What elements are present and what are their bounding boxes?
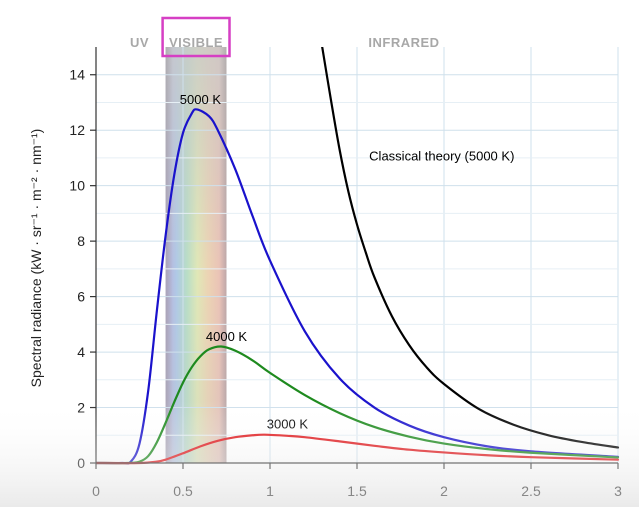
spectrum-band-edges — [165, 47, 227, 463]
region-labels: UV VISIBLE INFRARED — [130, 16, 439, 58]
annotation-4000-k: 4000 K — [206, 329, 248, 344]
annotation-5000-k: 5000 K — [180, 92, 222, 107]
y-tick-label-2: 4 — [77, 344, 85, 360]
visible-spectrum-band — [165, 47, 227, 463]
y-tick-label-6: 12 — [69, 122, 85, 138]
bottom-shading — [0, 400, 639, 507]
y-axis-title: Spectral radiance (kW · sr⁻¹ · m⁻² · nm⁻… — [28, 129, 44, 388]
y-tick-label-5: 10 — [69, 178, 85, 194]
y-tick-label-7: 14 — [69, 67, 85, 83]
annotation-classical-theory-5000-k: Classical theory (5000 K) — [369, 149, 514, 164]
series-line-classical-theory-5000-k — [321, 47, 620, 449]
region-label-uv: UV — [130, 35, 149, 50]
y-tick-label-3: 6 — [77, 289, 85, 305]
region-label-visible: VISIBLE — [169, 35, 223, 50]
visible-highlight-box — [161, 16, 231, 58]
y-tick-label-4: 8 — [77, 233, 85, 249]
region-label-infrared: INFRARED — [368, 35, 439, 50]
